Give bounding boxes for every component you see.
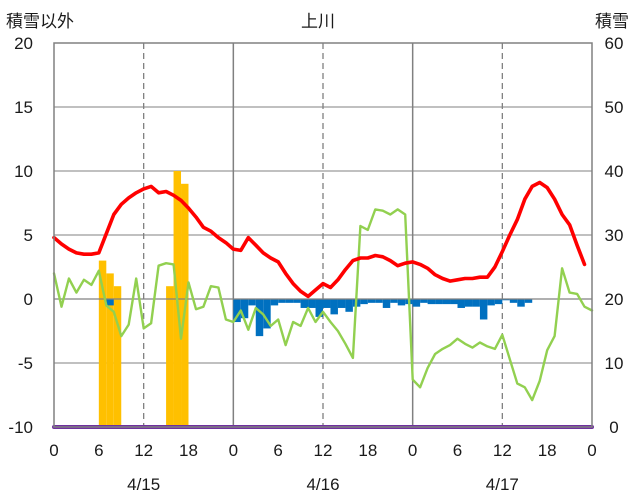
precipitation-bar xyxy=(382,299,391,308)
precipitation-bar xyxy=(435,299,443,305)
precipitation-bar xyxy=(442,299,451,305)
plot-frame xyxy=(53,42,593,428)
date-label: 4/17 xyxy=(486,475,519,494)
right-tick-label: 50 xyxy=(605,98,624,117)
x-tick-label: 12 xyxy=(493,441,512,460)
precipitation-bar xyxy=(427,299,436,305)
snowfall-bar xyxy=(113,286,122,427)
wind-line xyxy=(52,208,594,402)
left-tick-label: 5 xyxy=(24,226,33,245)
precipitation-bar xyxy=(330,299,338,315)
precipitation-bar xyxy=(479,299,488,320)
date-label: 4/15 xyxy=(127,475,160,494)
x-tick-label: 18 xyxy=(538,441,557,460)
precipitation-bar xyxy=(494,299,503,305)
precipitation-bar xyxy=(278,299,286,303)
precipitation-bar xyxy=(472,299,480,307)
right-tick-label: 10 xyxy=(605,354,624,373)
left-tick-label: 20 xyxy=(14,34,33,53)
left-tick-label: 0 xyxy=(24,290,33,309)
x-tick-label: 0 xyxy=(408,441,417,460)
precipitation-bar xyxy=(450,299,458,305)
x-tick-label: 0 xyxy=(229,441,238,460)
precipitation-bar xyxy=(270,299,279,306)
precipitation-bar xyxy=(345,299,353,312)
snowfall-bar xyxy=(106,273,114,427)
snowfall-bar xyxy=(166,286,174,427)
precipitation-bar xyxy=(263,299,271,329)
x-tick-label: 18 xyxy=(358,441,377,460)
left-tick-label: -5 xyxy=(18,354,33,373)
precipitation-bar xyxy=(285,299,294,303)
temperature-line xyxy=(52,180,587,299)
precipitation-bar xyxy=(240,299,249,319)
x-tick-label: 0 xyxy=(49,441,58,460)
precipitation-bar xyxy=(315,299,323,317)
precipitation-bar xyxy=(397,299,406,306)
x-tick-label: 12 xyxy=(314,441,333,460)
precipitation-bar xyxy=(360,299,368,305)
precipitation-bar xyxy=(337,299,346,308)
x-tick-label: 0 xyxy=(587,441,596,460)
left-tick-label: 15 xyxy=(14,98,33,117)
precipitation-bar xyxy=(233,299,241,323)
x-tick-label: 6 xyxy=(273,441,282,460)
precipitation-bar xyxy=(390,299,398,303)
precipitation-bar xyxy=(464,299,473,307)
precipitation-bar xyxy=(323,299,331,308)
precipitation-bar xyxy=(106,299,114,306)
snowfall-bar xyxy=(98,260,107,427)
precipitation-bar xyxy=(367,299,376,303)
precipitation-bar xyxy=(420,299,428,303)
precipitation-bar xyxy=(524,299,533,303)
right-tick-label: 40 xyxy=(605,162,624,181)
precipitation-bar xyxy=(412,299,421,307)
precipitation-bar xyxy=(517,299,525,307)
precipitation-bar xyxy=(487,299,495,306)
precipitation-bar xyxy=(300,299,309,308)
right-tick-label: 20 xyxy=(605,290,624,309)
x-tick-label: 6 xyxy=(94,441,103,460)
x-tick-label: 6 xyxy=(453,441,462,460)
precipitation-bar xyxy=(308,299,316,308)
right-tick-label: 30 xyxy=(605,226,624,245)
precipitation-bar xyxy=(248,299,256,306)
left-tick-label: -10 xyxy=(8,418,33,437)
precipitation-bar xyxy=(255,299,264,337)
left-axis-label: 積雪以外 xyxy=(6,12,74,32)
precipitation-bar xyxy=(509,299,518,303)
left-tick-label: 10 xyxy=(14,162,33,181)
chart-title: 上川 xyxy=(301,12,335,32)
right-tick-label: 60 xyxy=(605,34,624,53)
precipitation-bar xyxy=(375,299,383,303)
x-tick-label: 12 xyxy=(134,441,153,460)
precipitation-bar xyxy=(293,299,301,303)
precipitation-bar xyxy=(457,299,465,308)
date-label: 4/16 xyxy=(306,475,339,494)
x-tick-label: 18 xyxy=(179,441,198,460)
right-axis-label: 積雪 xyxy=(595,12,629,32)
right-tick-label: 0 xyxy=(609,418,618,437)
